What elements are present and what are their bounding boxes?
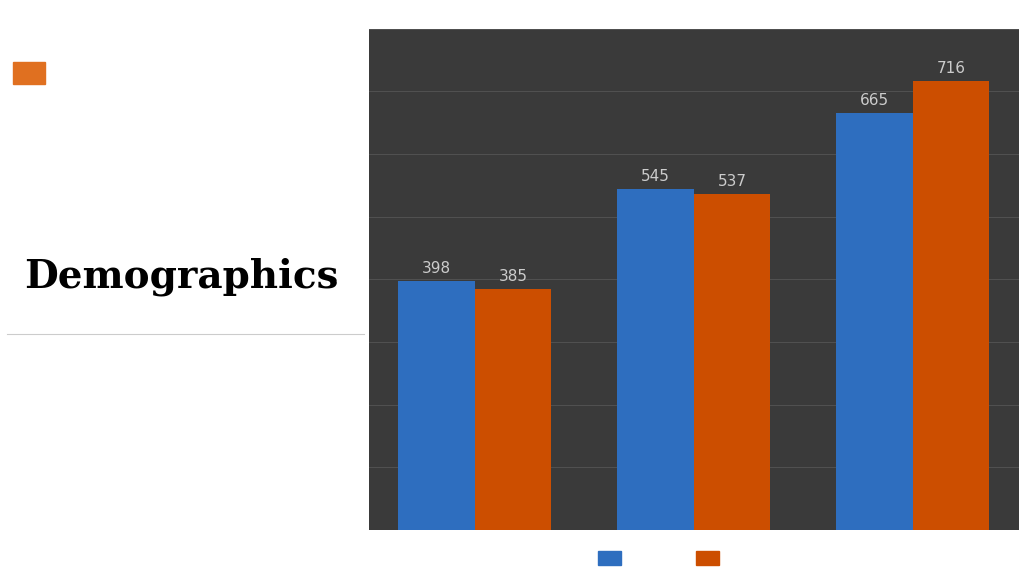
Bar [12, 62, 45, 84]
Text: 665: 665 [860, 93, 889, 108]
Text: 716: 716 [937, 62, 966, 77]
Text: 545: 545 [641, 169, 670, 184]
Bar [836, 113, 912, 530]
Bar [475, 289, 552, 530]
Legend: Men, Women: Men, Women [592, 545, 796, 573]
Text: 385: 385 [499, 269, 527, 284]
Text: 537: 537 [718, 173, 746, 188]
Text: 398: 398 [422, 260, 452, 275]
Title: FT Faculty by Gender 2001/2011/2021: FT Faculty by Gender 2001/2011/2021 [488, 0, 899, 19]
Bar [912, 81, 989, 530]
Bar [398, 281, 475, 530]
Text: Demographics: Demographics [25, 257, 339, 295]
Bar [617, 188, 694, 530]
Bar [694, 194, 770, 530]
